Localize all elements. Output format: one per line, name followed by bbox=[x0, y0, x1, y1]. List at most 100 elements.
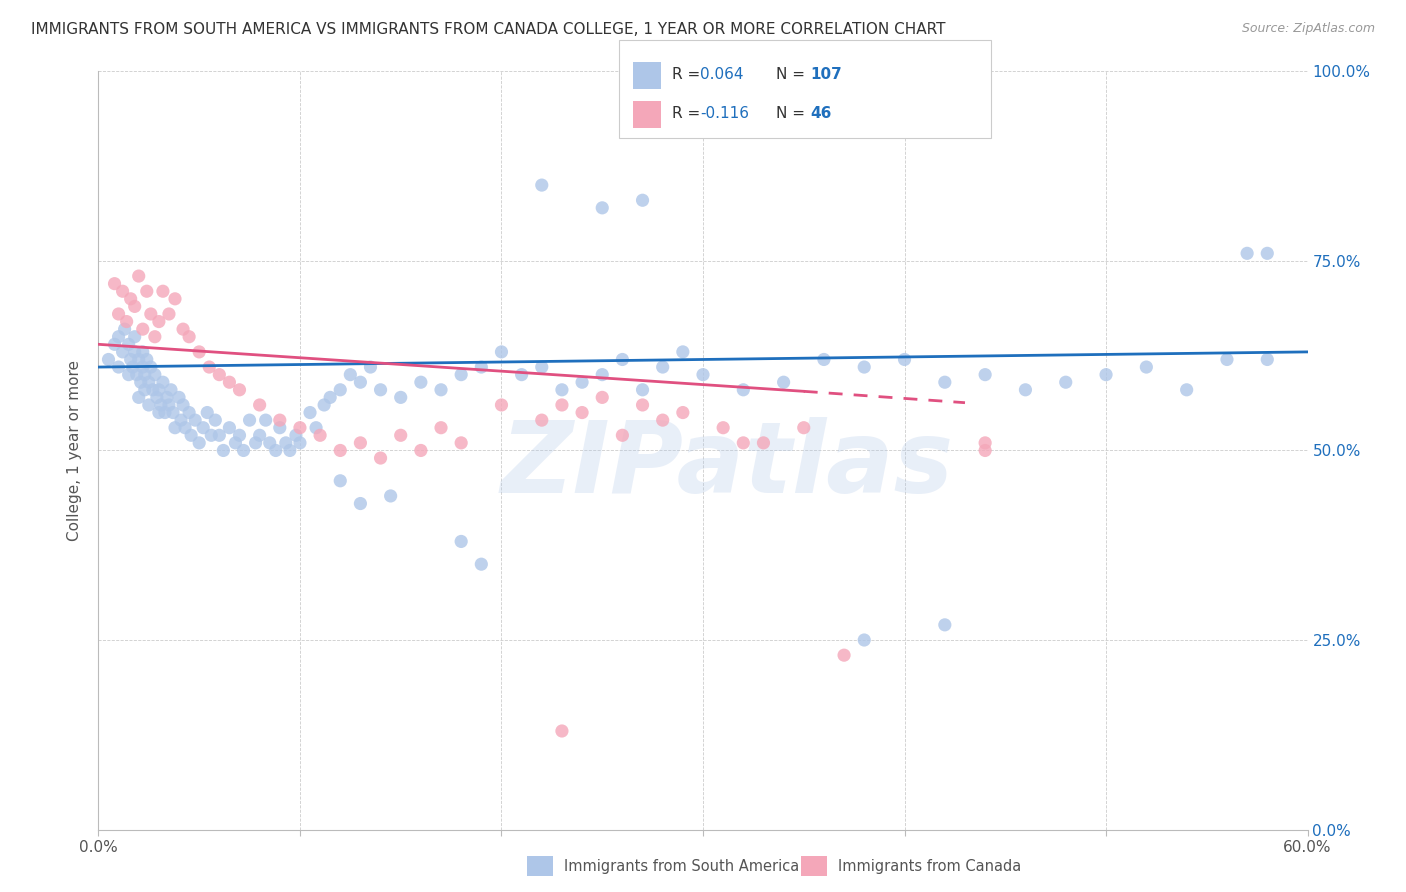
Point bbox=[591, 368, 613, 382]
Point bbox=[793, 421, 815, 435]
Point bbox=[380, 489, 402, 503]
Point bbox=[612, 428, 634, 442]
Point bbox=[132, 322, 155, 336]
Point bbox=[409, 376, 432, 390]
Point bbox=[470, 557, 492, 572]
Point bbox=[349, 436, 371, 450]
Point bbox=[772, 376, 794, 390]
Point bbox=[195, 405, 218, 420]
Point bbox=[152, 285, 174, 299]
Point bbox=[470, 359, 492, 375]
Point bbox=[1095, 368, 1118, 382]
Point bbox=[974, 368, 997, 382]
Point bbox=[733, 436, 755, 450]
Point bbox=[430, 383, 453, 397]
Point bbox=[853, 359, 876, 375]
Point bbox=[139, 307, 162, 321]
Text: 0.064: 0.064 bbox=[700, 67, 744, 81]
Point bbox=[138, 376, 160, 390]
Point bbox=[138, 398, 160, 412]
Text: IMMIGRANTS FROM SOUTH AMERICA VS IMMIGRANTS FROM CANADA COLLEGE, 1 YEAR OR MORE : IMMIGRANTS FROM SOUTH AMERICA VS IMMIGRA… bbox=[31, 22, 945, 37]
Point bbox=[135, 285, 157, 299]
Point bbox=[128, 269, 150, 284]
Point bbox=[124, 344, 146, 359]
Point bbox=[208, 428, 231, 442]
Point bbox=[349, 376, 371, 390]
Point bbox=[672, 344, 695, 359]
Point bbox=[591, 391, 613, 405]
Point bbox=[200, 428, 222, 442]
Point bbox=[530, 359, 553, 375]
Point bbox=[143, 368, 166, 382]
Point bbox=[631, 383, 654, 397]
Point bbox=[269, 421, 291, 435]
Point bbox=[134, 383, 156, 397]
Point bbox=[612, 352, 634, 367]
Point bbox=[329, 443, 352, 458]
Point bbox=[491, 344, 513, 359]
Text: Immigrants from South America: Immigrants from South America bbox=[564, 859, 799, 873]
Point bbox=[162, 405, 184, 420]
Point bbox=[1256, 352, 1278, 367]
Point bbox=[530, 413, 553, 427]
Point bbox=[184, 413, 207, 427]
Point bbox=[128, 391, 150, 405]
Point bbox=[107, 359, 129, 375]
Point bbox=[103, 277, 125, 291]
Point bbox=[146, 391, 169, 405]
Point bbox=[692, 368, 714, 382]
Point bbox=[188, 436, 211, 450]
Point bbox=[107, 330, 129, 344]
Point bbox=[160, 383, 183, 397]
Point bbox=[510, 368, 533, 382]
Point bbox=[274, 436, 297, 450]
Point bbox=[107, 307, 129, 321]
Point bbox=[167, 391, 190, 405]
Point bbox=[228, 383, 250, 397]
Point bbox=[153, 405, 176, 420]
Point bbox=[974, 436, 997, 450]
Point bbox=[172, 398, 194, 412]
Point bbox=[571, 405, 593, 420]
Point bbox=[97, 352, 120, 367]
Point bbox=[893, 352, 915, 367]
Text: N =: N = bbox=[776, 106, 806, 120]
Point bbox=[188, 344, 211, 359]
Point bbox=[124, 300, 146, 314]
Point bbox=[530, 178, 553, 193]
Point bbox=[228, 428, 250, 442]
Point bbox=[309, 428, 332, 442]
Point bbox=[152, 376, 174, 390]
Point bbox=[170, 413, 193, 427]
Point bbox=[212, 443, 235, 458]
Y-axis label: College, 1 year or more: College, 1 year or more bbox=[67, 360, 83, 541]
Point bbox=[571, 376, 593, 390]
Point bbox=[139, 359, 162, 375]
Point bbox=[934, 376, 956, 390]
Point bbox=[551, 724, 574, 739]
Point bbox=[1216, 352, 1239, 367]
Point bbox=[254, 413, 277, 427]
Point bbox=[1014, 383, 1036, 397]
Point bbox=[125, 368, 148, 382]
Point bbox=[135, 352, 157, 367]
Point bbox=[551, 398, 574, 412]
Point bbox=[134, 368, 156, 382]
Point bbox=[148, 383, 170, 397]
Point bbox=[278, 443, 301, 458]
Point bbox=[264, 443, 287, 458]
Point bbox=[143, 330, 166, 344]
Point bbox=[651, 103, 673, 117]
Point bbox=[163, 292, 186, 306]
Point bbox=[149, 398, 172, 412]
Point bbox=[450, 436, 472, 450]
Point bbox=[124, 330, 146, 344]
Point bbox=[115, 314, 138, 328]
Point bbox=[180, 428, 202, 442]
Point bbox=[259, 436, 281, 450]
Point bbox=[245, 436, 267, 450]
Text: Source: ZipAtlas.com: Source: ZipAtlas.com bbox=[1241, 22, 1375, 36]
Text: Immigrants from Canada: Immigrants from Canada bbox=[838, 859, 1021, 873]
Point bbox=[204, 413, 226, 427]
Point bbox=[132, 359, 155, 375]
